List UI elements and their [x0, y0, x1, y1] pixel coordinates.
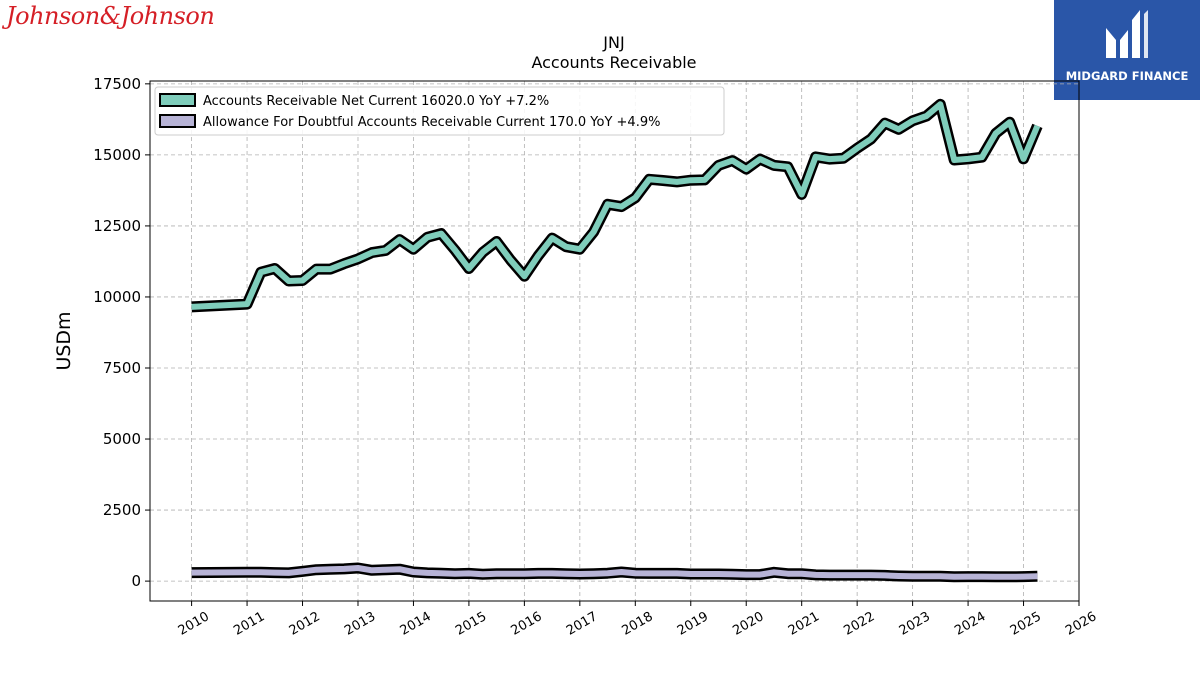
- series-line-2: [191, 565, 1038, 580]
- x-axis: 2010 2011 2012 2013 2014 2015 2016 2017 2018 2019…: [176, 601, 1099, 639]
- legend-box: [154, 86, 725, 136]
- x-tick-label: 2010: [176, 609, 212, 639]
- x-tick-label: 2026: [1063, 609, 1099, 639]
- legend-swatch-2: [159, 114, 196, 128]
- midgard-mark-icon: [1106, 10, 1148, 58]
- x-tick-label: 2023: [897, 609, 933, 639]
- y-tick-label: 0: [131, 572, 141, 590]
- y-axis: 0 2500 5000 7500 10000 12500 15000 17500: [93, 75, 150, 590]
- y-tick-label: 2500: [103, 501, 141, 519]
- x-tick-label: 2016: [509, 609, 545, 639]
- x-tick-label: 2024: [952, 609, 988, 639]
- x-tick-label: 2013: [342, 609, 378, 639]
- series-line-1: [191, 101, 1041, 310]
- y-tick-label: 15000: [93, 146, 141, 164]
- legend-label-1: Accounts Receivable Net Current 16020.0 …: [203, 94, 549, 109]
- x-tick-label: 2014: [398, 609, 434, 639]
- legend-swatch-1: [159, 93, 196, 107]
- midgard-finance-logo: MIDGARD FINANCE: [1054, 0, 1200, 100]
- y-tick-label: 17500: [93, 75, 141, 93]
- x-tick-label: 2018: [619, 609, 655, 639]
- chart-title: JNJ: [602, 33, 624, 52]
- legend-label-2: Allowance For Doubtful Accounts Receivab…: [203, 115, 660, 130]
- x-tick-label: 2021: [786, 609, 822, 639]
- legend: Accounts Receivable Net Current 16020.0 …: [154, 86, 725, 136]
- y-tick-label: 5000: [103, 430, 141, 448]
- series-layer: [191, 98, 1043, 583]
- chart-subtitle: Accounts Receivable: [531, 53, 696, 72]
- x-tick-label: 2017: [564, 609, 600, 639]
- x-tick-label: 2011: [231, 609, 267, 639]
- y-tick-label: 12500: [93, 217, 141, 235]
- midgard-finance-name: MIDGARD FINANCE: [1065, 69, 1189, 83]
- y-tick-label: 10000: [93, 288, 141, 306]
- y-tick-label: 7500: [103, 359, 141, 377]
- y-axis-label: USDm: [53, 311, 75, 370]
- x-tick-label: 2012: [287, 609, 323, 639]
- x-tick-label: 2025: [1008, 609, 1044, 639]
- x-tick-label: 2020: [730, 609, 766, 639]
- johnson-and-johnson-logo: Johnson&Johnson: [6, 2, 215, 30]
- x-tick-label: 2015: [453, 609, 489, 639]
- x-tick-label: 2022: [841, 609, 877, 639]
- x-tick-label: 2019: [675, 609, 711, 639]
- grid-lines: [150, 81, 1080, 601]
- plot-frame: [149, 80, 1080, 602]
